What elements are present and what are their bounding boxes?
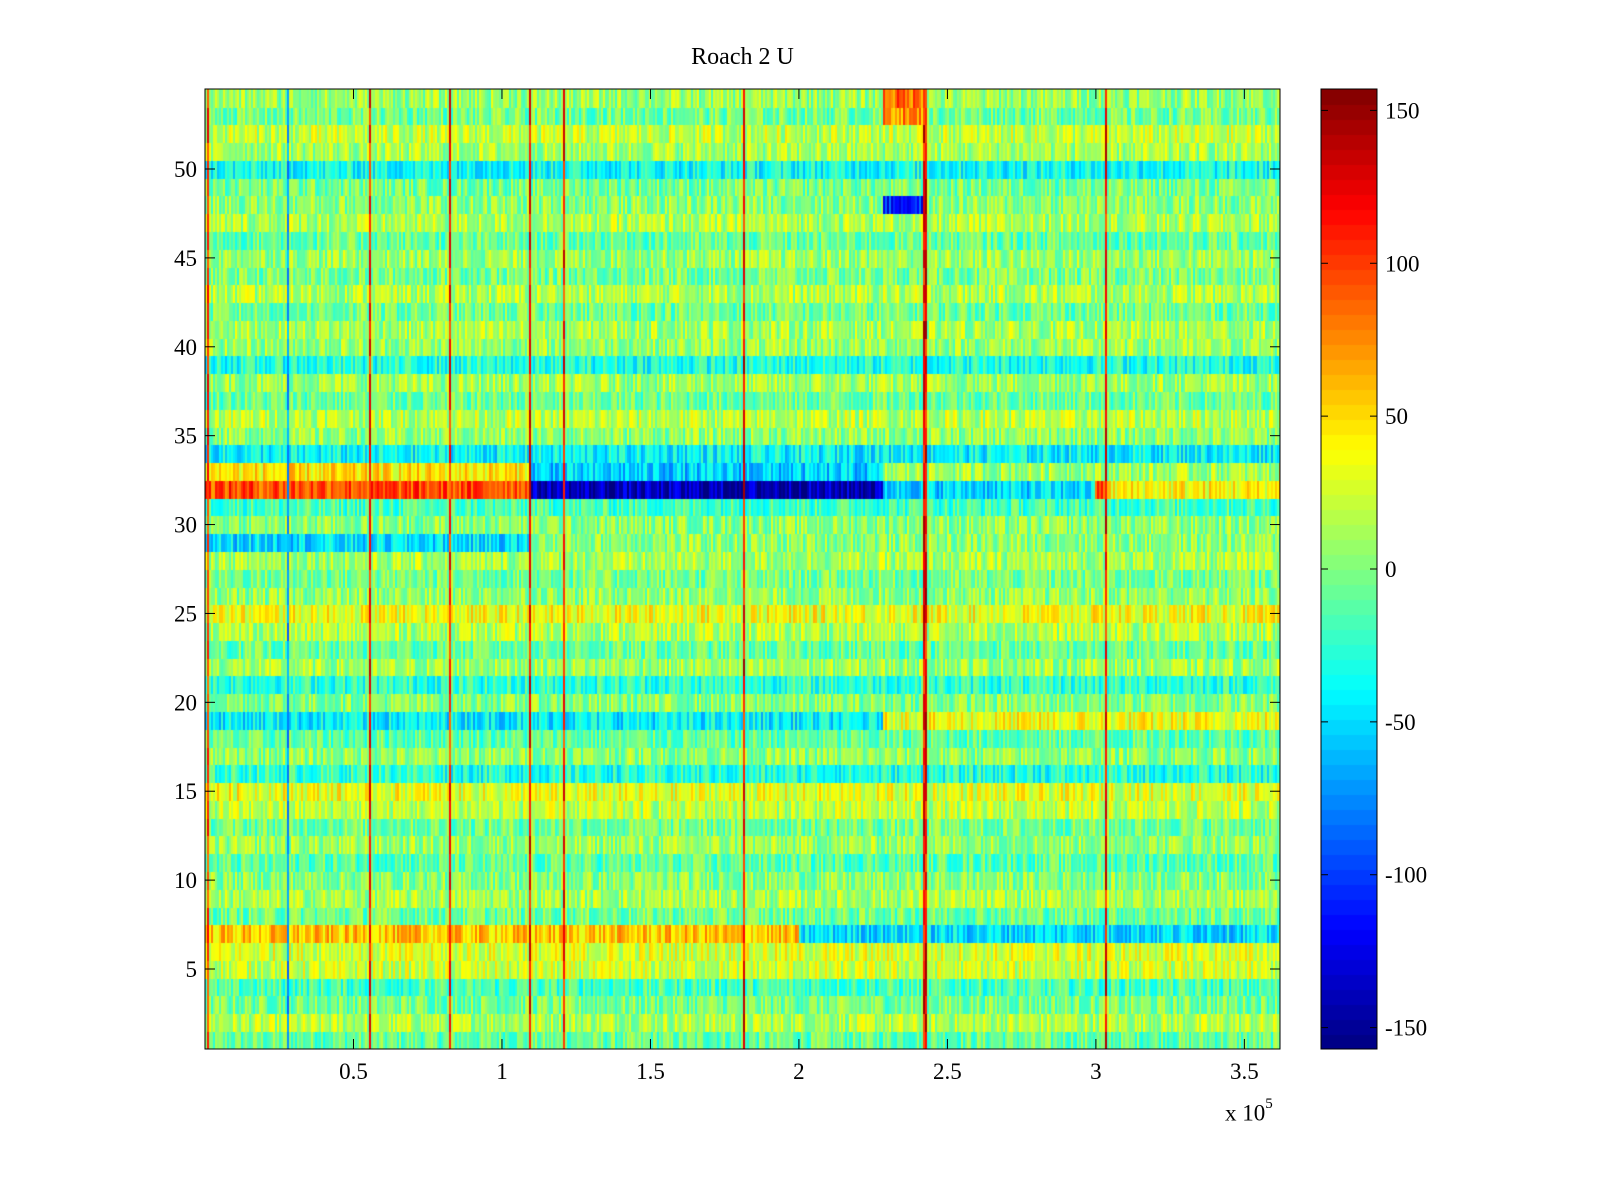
y-tick-label: 5 (186, 957, 198, 982)
heatmap-plot-area (205, 89, 1280, 1049)
colorbar-tick-label: 0 (1385, 557, 1397, 582)
colorbar (1321, 89, 1377, 1049)
x-tick-label: 2.5 (933, 1059, 962, 1084)
colorbar-tick-label: -100 (1385, 863, 1427, 888)
colorbar-tick-label: -150 (1385, 1016, 1427, 1041)
y-tick-label: 45 (174, 246, 197, 271)
y-tick-label: 25 (174, 601, 197, 626)
y-tick-label: 20 (174, 690, 197, 715)
x-tick-label: 1.5 (636, 1059, 665, 1084)
y-tick-label: 40 (174, 335, 197, 360)
colorbar-tick-label: -50 (1385, 710, 1416, 735)
colorbar-tick-label: 50 (1385, 404, 1408, 429)
y-tick-label: 10 (174, 868, 197, 893)
y-tick-label: 30 (174, 513, 197, 538)
y-tick-label: 15 (174, 779, 197, 804)
x-tick-label: 1 (496, 1059, 508, 1084)
x-tick-label: 3.5 (1230, 1059, 1259, 1084)
x-axis-multiplier: x 105 (1225, 1096, 1273, 1127)
plot-frame (204, 88, 1281, 1050)
y-tick-label: 35 (174, 424, 197, 449)
colorbar-frame (1320, 88, 1378, 1050)
colorbar-tick-label: 100 (1385, 251, 1420, 276)
y-tick-label: 50 (174, 157, 197, 182)
x-multiplier-base: x 10 (1225, 1100, 1266, 1126)
chart-title: Roach 2 U (691, 44, 794, 70)
x-multiplier-exponent: 5 (1265, 1096, 1273, 1112)
x-tick-label: 0.5 (339, 1059, 368, 1084)
colorbar-tick-label: 150 (1385, 98, 1420, 123)
x-tick-label: 2 (793, 1059, 805, 1084)
x-tick-label: 3 (1090, 1059, 1102, 1084)
